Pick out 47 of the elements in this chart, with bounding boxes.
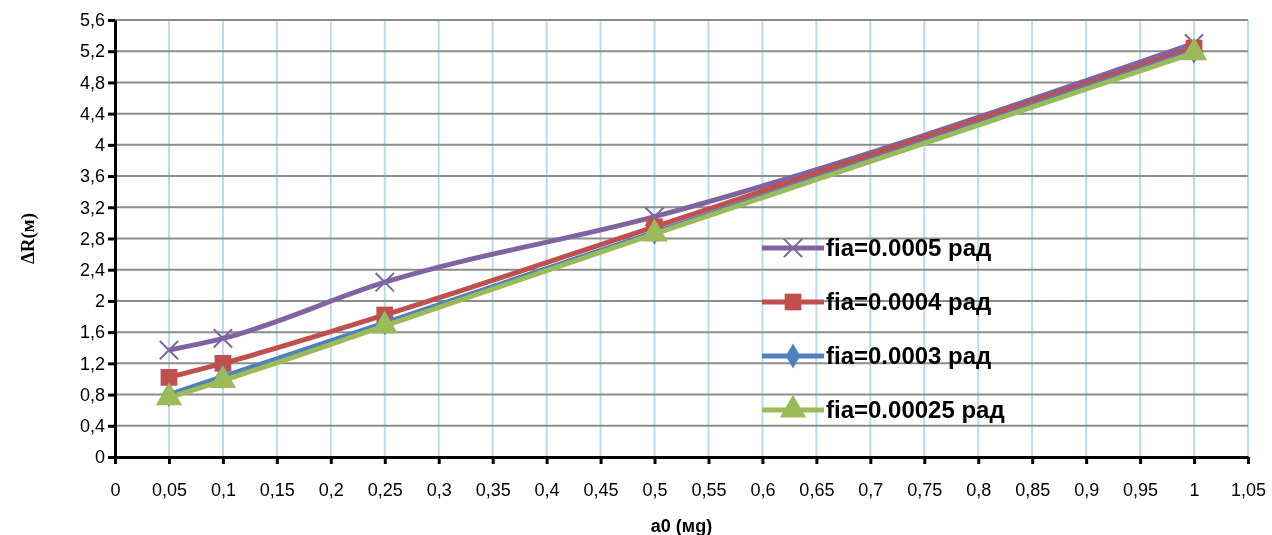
y-tick-label: 0,8 (79, 384, 105, 405)
legend-label: fia=0.0005 рад (826, 234, 992, 262)
y-axis-title: ΔR(м) (17, 212, 39, 265)
x-tick-label: 0,05 (151, 479, 187, 500)
x-tick-label: 1 (1189, 479, 1200, 500)
y-tick-label: 0 (94, 447, 105, 468)
x-tick-label: 0,5 (642, 479, 668, 500)
x-tick-label: 0,65 (799, 479, 835, 500)
y-tick-label: 2,8 (79, 228, 105, 249)
x-tick-label: 0,85 (1015, 479, 1051, 500)
x-tick-label: 0,6 (750, 479, 776, 500)
x-tick-label: 0,9 (1074, 479, 1100, 500)
point (158, 339, 180, 361)
x-tick-label: 0,3 (426, 479, 452, 500)
y-tick-label: 3,2 (79, 197, 105, 218)
x-tick-label: 0,7 (858, 479, 884, 500)
point (212, 328, 234, 349)
x-tick-label: 0,4 (534, 479, 560, 500)
x-tick-label: 0,55 (691, 479, 727, 500)
y-tick-label: 5,6 (79, 10, 105, 31)
y-tick-label: 4,4 (79, 103, 105, 124)
x-tick-label: 0,8 (966, 479, 992, 500)
y-tick-label: 5,2 (79, 41, 105, 62)
x-tick-label: 0,35 (475, 479, 511, 500)
x-tick-label: 0,25 (367, 479, 403, 500)
x-tick-label: 1,05 (1230, 479, 1267, 500)
y-tick-label: 4 (94, 135, 105, 156)
x-tick-label: 0,15 (259, 479, 295, 500)
y-tick-label: 1,6 (79, 322, 105, 343)
x-tick-label: 0,75 (907, 479, 943, 500)
x-tick-label: 0,45 (583, 479, 619, 500)
y-tick-label: 1,2 (79, 353, 105, 374)
x-tick-label: 0,95 (1123, 479, 1159, 500)
legend-label: fia=0.00025 рад (826, 396, 1005, 424)
x-tick-label: 0,2 (318, 479, 344, 500)
y-tick-label: 2 (94, 291, 105, 312)
point (374, 272, 395, 293)
y-tick-label: 4,8 (79, 72, 105, 93)
x-tick-label: 0,1 (210, 479, 236, 500)
legend-label: fia=0.0003 рад (826, 342, 992, 370)
y-tick-label: 0,4 (79, 416, 105, 437)
y-tick-label: 2,4 (79, 259, 105, 280)
x-tick-label: 0 (110, 479, 121, 500)
point (160, 369, 178, 386)
legend-label: fia=0.0004 рад (826, 288, 992, 316)
y-tick-label: 3,6 (79, 166, 105, 187)
x-axis-title: a0 (мg) (650, 516, 713, 535)
